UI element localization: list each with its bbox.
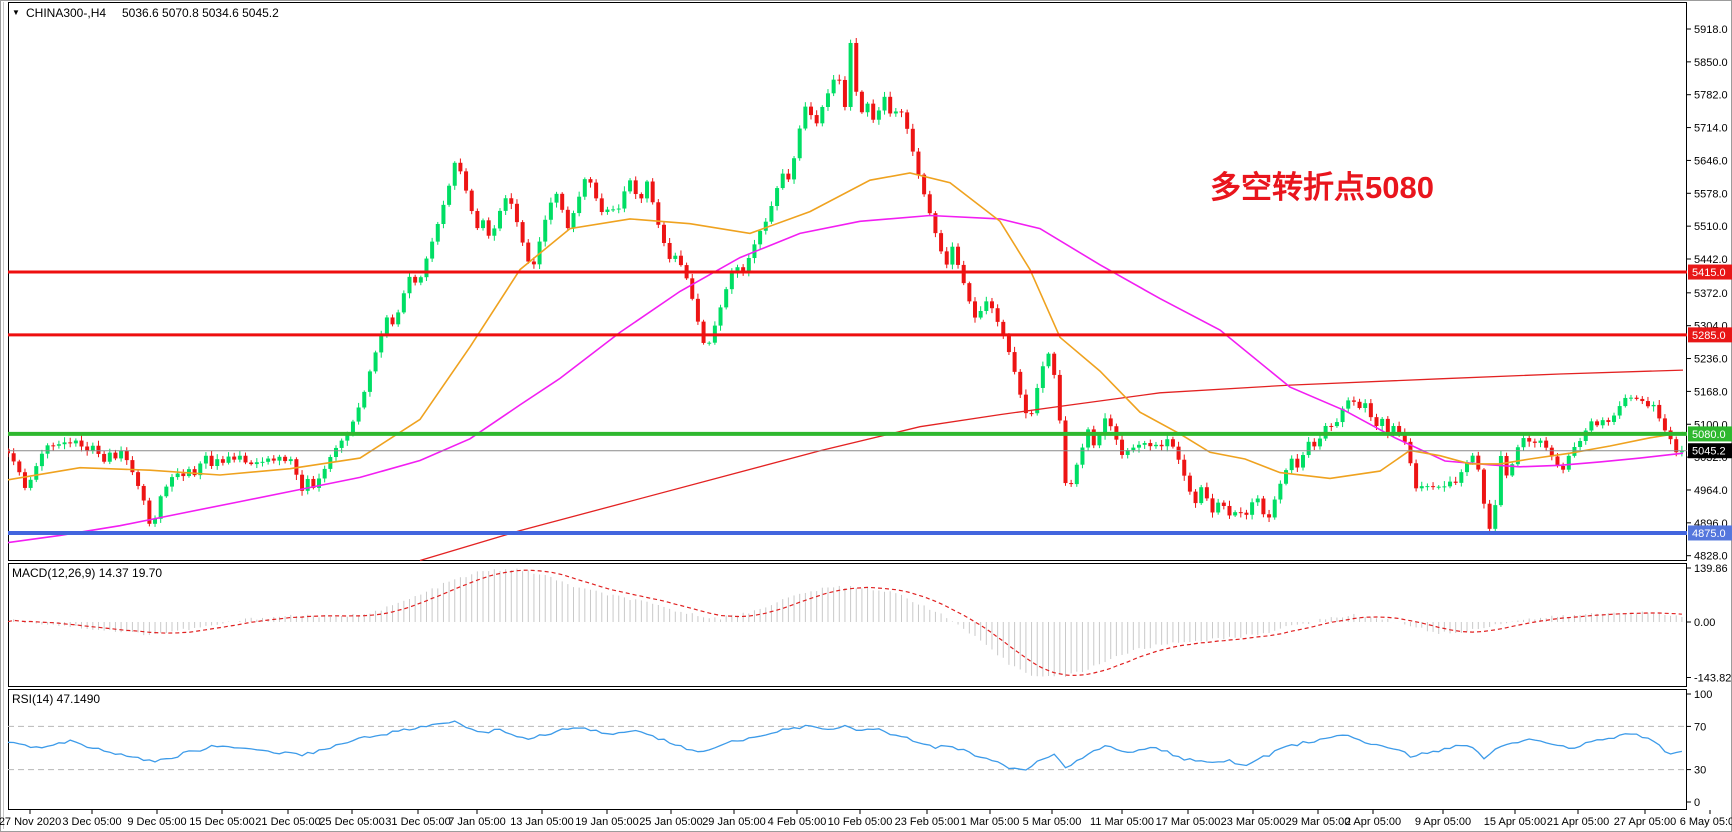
rsi-layer (8, 720, 1687, 771)
time-tick-label: 11 Mar 05:00 (1090, 816, 1154, 828)
time-tick-label: 7 Jan 05:00 (448, 816, 506, 828)
main-chart-layer (8, 38, 1687, 561)
price-tick-label: 5714.0 (1694, 123, 1728, 135)
chart-annotation-text: 多空转折点5080 (1210, 170, 1434, 205)
price-tick-label: 5646.0 (1694, 155, 1728, 167)
price-tick-label: 4964.0 (1694, 485, 1728, 497)
rsi-pane[interactable] (8, 689, 1687, 810)
macd-tick-label: 139.86 (1694, 563, 1728, 575)
macd-indicator-label: MACD(12,26,9) 14.37 19.70 (12, 566, 162, 580)
rsi-indicator-label: RSI(14) 47.1490 (12, 692, 100, 706)
rsi-tick-label: 100 (1694, 689, 1712, 701)
time-tick-label: 19 Jan 05:00 (575, 816, 639, 828)
time-tick-label: 29 Jan 05:00 (702, 816, 766, 828)
chart-title-ohlc: 5036.6 5070.8 5034.6 5045.2 (122, 6, 279, 20)
time-tick-label: 5 Mar 05:00 (1023, 816, 1082, 828)
symbol-dropdown-icon[interactable]: ▼ (12, 8, 20, 17)
time-tick-label: 21 Dec 05:00 (255, 816, 320, 828)
time-tick-label: 31 Dec 05:00 (385, 816, 450, 828)
time-tick-label: 13 Jan 05:00 (510, 816, 574, 828)
time-tick-label: 15 Dec 05:00 (189, 816, 254, 828)
price-badge (1688, 525, 1732, 541)
time-tick-label: 17 Mar 05:00 (1156, 816, 1221, 828)
time-tick-label: 9 Dec 05:00 (127, 816, 186, 828)
time-tick-label: 2 Apr 05:00 (1345, 816, 1401, 828)
time-tick-label: 1 Mar 05:00 (961, 816, 1020, 828)
chart-title-symbol: CHINA300-,H4 (26, 6, 106, 20)
macd-tick-label: 0.00 (1694, 617, 1715, 629)
time-tick-label: 27 Nov 2020 (0, 816, 61, 828)
time-tick-label: 3 Dec 05:00 (62, 816, 121, 828)
price-badge (1688, 327, 1732, 343)
main-pane[interactable] (8, 2, 1687, 561)
price-badge (1688, 264, 1732, 280)
price-tick-label: 5850.0 (1694, 57, 1728, 69)
price-tick-label: 5236.0 (1694, 354, 1728, 366)
time-tick-label: 27 Apr 05:00 (1614, 816, 1676, 828)
price-tick-label: 5918.0 (1694, 24, 1728, 36)
time-tick-label: 10 Feb 05:00 (828, 816, 893, 828)
time-tick-label: 6 May 05:00 (1680, 816, 1732, 828)
price-badge (1688, 443, 1732, 459)
svg-text:5080.0: 5080.0 (1692, 429, 1726, 441)
time-axis[interactable]: 27 Nov 2020 3 Dec 05:00 9 Dec 05:00 15 Dec … (0, 810, 1732, 828)
price-tick-label: 5442.0 (1694, 254, 1728, 266)
candles (8, 38, 1684, 535)
macd-pane[interactable] (8, 563, 1687, 687)
rsi-tick-label: 70 (1694, 721, 1706, 733)
macd-tick-label: -143.82 (1694, 673, 1731, 685)
time-tick-label: 25 Jan 05:00 (639, 816, 703, 828)
svg-text:5045.2: 5045.2 (1692, 446, 1726, 458)
time-tick-label: 9 Apr 05:00 (1415, 816, 1471, 828)
price-badge (1688, 426, 1732, 442)
time-tick-label: 23 Mar 05:00 (1221, 816, 1286, 828)
time-tick-label: 4 Feb 05:00 (768, 816, 827, 828)
time-tick-label: 15 Apr 05:00 (1484, 816, 1546, 828)
svg-text:5285.0: 5285.0 (1692, 330, 1726, 342)
svg-text:4875.0: 4875.0 (1692, 528, 1726, 540)
time-tick-label: 29 Mar 05:00 (1286, 816, 1351, 828)
price-level-badges: 5415.0 5285.0 5080.0 4875.0 5045.2 (1688, 264, 1732, 541)
rsi-tick-label: 0 (1694, 797, 1700, 809)
svg-text:5415.0: 5415.0 (1692, 267, 1726, 279)
price-tick-label: 5782.0 (1694, 90, 1728, 102)
time-tick-label: 21 Apr 05:00 (1547, 816, 1609, 828)
price-tick-label: 5578.0 (1694, 188, 1728, 200)
time-tick-label: 23 Feb 05:00 (895, 816, 960, 828)
macd-layer (8, 568, 1683, 677)
rsi-tick-label: 30 (1694, 765, 1706, 777)
price-tick-label: 4828.0 (1694, 551, 1728, 563)
price-tick-label: 5168.0 (1694, 386, 1728, 398)
time-tick-label: 25 Dec 05:00 (319, 816, 384, 828)
price-tick-label: 5372.0 (1694, 288, 1728, 300)
price-tick-label: 5510.0 (1694, 221, 1728, 233)
